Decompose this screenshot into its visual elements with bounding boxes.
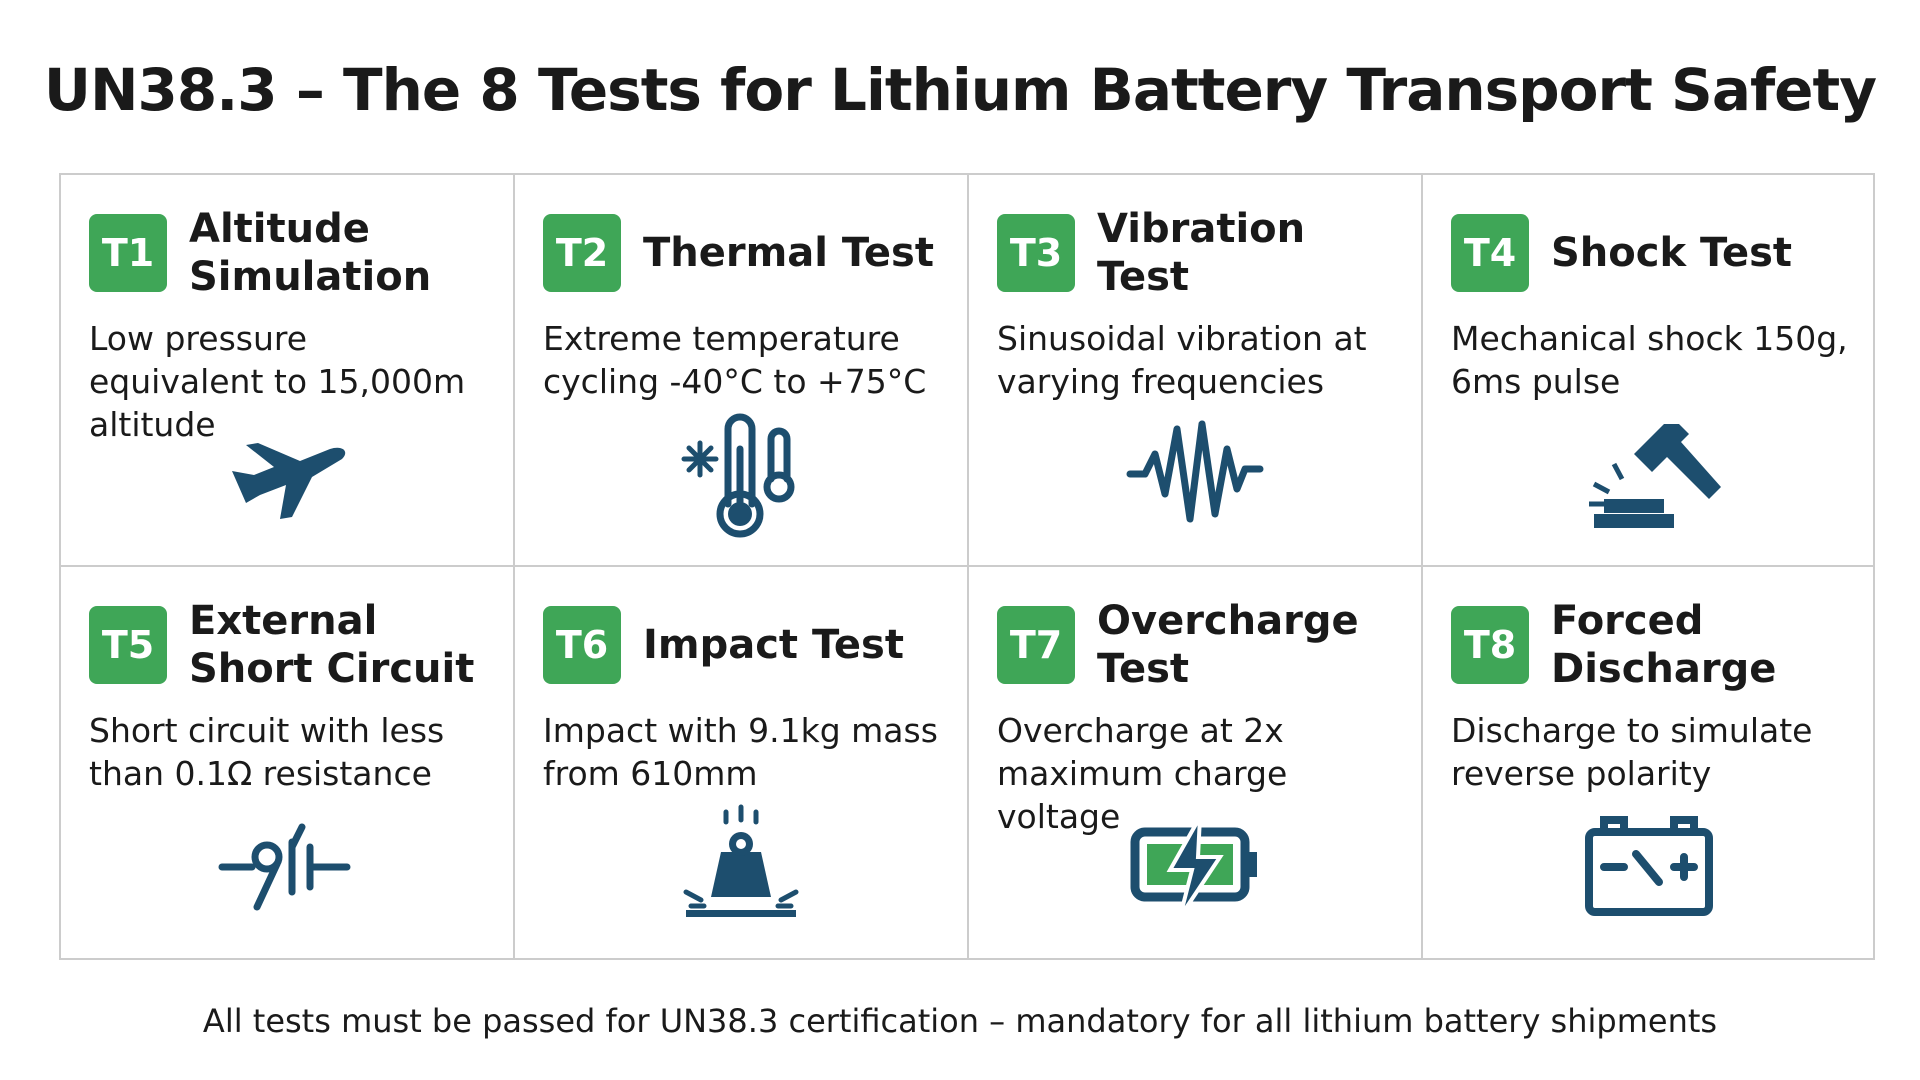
test-header: T7 Overcharge Test (997, 595, 1397, 695)
test-description: Short circuit with less than 0.1Ω resist… (89, 710, 445, 793)
test-icon (61, 409, 513, 539)
test-title: Thermal Test (643, 230, 934, 276)
test-title: External Short Circuit (189, 597, 475, 692)
test-icon (969, 409, 1421, 539)
test-header: T1 Altitude Simulation (89, 203, 489, 303)
test-description: Low pressure equivalent to 15,000m altit… (89, 319, 466, 444)
battery-icon (1130, 816, 1257, 919)
footer: All tests must be passed for UN38.3 cert… (202, 1002, 1718, 1040)
test-card: T3 Vibration Test Sinusoidal vibration at … (969, 175, 1423, 567)
test-badge: T4 (1451, 214, 1529, 292)
test-icon (1423, 409, 1875, 539)
test-description: Discharge to simulate reverse polarity (1451, 710, 1813, 793)
test-title: Altitude Simulation (189, 206, 432, 300)
test-icon (515, 409, 967, 539)
test-card: T5 External Short Circuit Short circuit wi… (61, 566, 515, 958)
test-icon (515, 802, 967, 932)
test-title: Shock Test (1551, 230, 1793, 276)
test-badge: T5 (89, 605, 167, 684)
test-title: Vibration Test (1097, 206, 1306, 300)
test-card: T4 Shock Test Mechanical shock 150g, 6ms p… (1423, 175, 1875, 567)
test-icon (61, 802, 513, 932)
test-card: T1 Altitude Simulation Low pressure equiva… (61, 175, 515, 567)
test-icon (969, 802, 1421, 932)
test-card: T7 Overcharge Test Overcharge at 2x maximu… (969, 566, 1423, 958)
test-badge: T2 (543, 214, 621, 292)
test-grid: T1 Altitude Simulation Low pressure equiva… (59, 173, 1875, 960)
title: UN38.3 – The 8 Tests for Lithium Battery… (43, 56, 1877, 124)
test-description: Impact with 9.1kg mass from 610mm (543, 710, 938, 793)
test-header: T8 Forced Discharge (1451, 595, 1851, 695)
test-header: T4 Shock Test (1451, 203, 1851, 303)
test-description: Mechanical shock 150g, 6ms pulse (1451, 319, 1848, 401)
test-header: T2 Thermal Test (543, 203, 943, 303)
test-badge: T6 (543, 605, 621, 684)
test-title: Impact Test (643, 621, 904, 668)
test-badge: T7 (997, 605, 1075, 684)
test-title: Overcharge Test (1097, 597, 1359, 692)
test-header: T5 External Short Circuit (89, 595, 489, 695)
test-description: Overcharge at 2x maximum charge voltage (997, 710, 1288, 836)
test-description: Sinusoidal vibration at varying frequenc… (997, 319, 1367, 401)
test-card: T8 Forced Discharge Discharge to simulate … (1423, 567, 1875, 959)
test-title: Forced Discharge (1551, 597, 1777, 692)
thermometer-icon (681, 413, 795, 537)
test-badge: T8 (1451, 605, 1529, 684)
hammer-icon (1589, 423, 1721, 528)
test-header: T6 Impact Test (543, 595, 943, 695)
test-card: T6 Impact Test Impact with 9.1kg mass from… (515, 566, 969, 958)
wave-icon (1126, 420, 1264, 522)
switch-icon (218, 823, 351, 911)
test-description: Extreme temperature cycling -40°C to +75… (543, 319, 927, 401)
test-badge: T3 (997, 214, 1075, 292)
test-badge: T1 (89, 214, 167, 292)
car-battery-icon (1585, 816, 1713, 916)
test-card: T2 Thermal Test Extreme temperature cyclin… (515, 175, 969, 567)
test-icon (1423, 802, 1875, 932)
weight-icon (683, 804, 799, 917)
plane-icon (232, 442, 346, 519)
test-header: T3 Vibration Test (997, 203, 1397, 303)
